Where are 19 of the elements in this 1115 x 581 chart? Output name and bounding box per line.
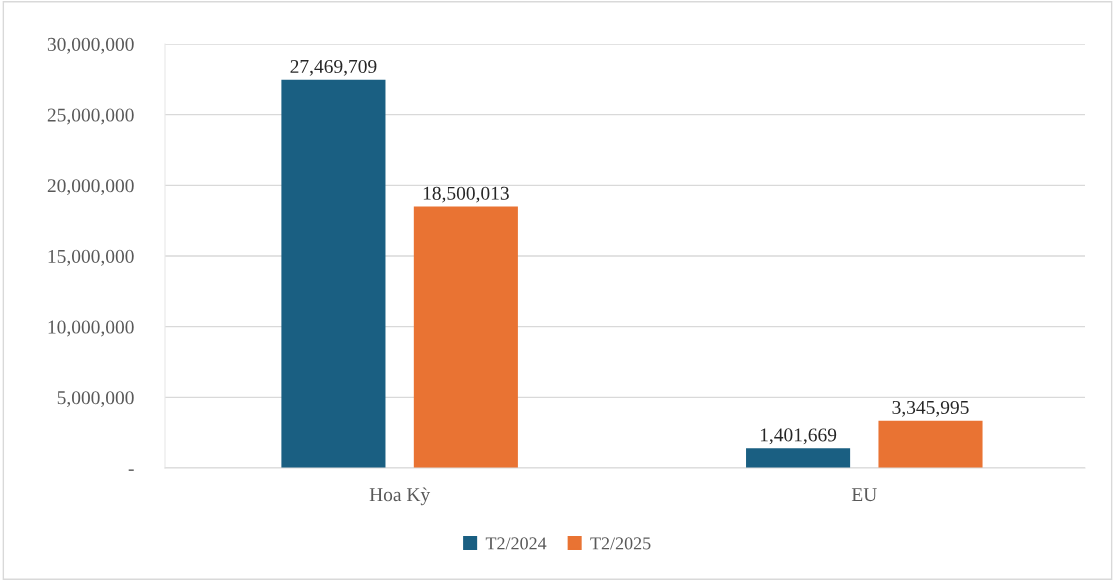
- data-label: 18,500,013: [423, 186, 509, 203]
- y-tick-label: 5,000,000: [57, 391, 134, 408]
- y-tick-label: 30,000,000: [47, 37, 134, 54]
- x-tick-label: EU: [851, 488, 877, 502]
- data-label: 1,401,669: [760, 428, 837, 445]
- y-tick-label: 25,000,000: [47, 108, 134, 125]
- y-tick-label: 10,000,000: [48, 320, 134, 337]
- data-label: 27,469,709: [290, 59, 377, 76]
- bar: [281, 79, 386, 468]
- data-label: 3,345,995: [892, 400, 969, 417]
- x-tick-label: Hoa Kỳ: [369, 487, 431, 506]
- y-tick-label: 15,000,000: [48, 249, 134, 266]
- y-tick-label: -: [128, 469, 134, 471]
- legend-label: T2/2025: [590, 537, 651, 550]
- bar: [878, 420, 983, 468]
- legend-label: T2/2024: [485, 537, 547, 550]
- bar: [413, 206, 518, 468]
- y-tick-label: 20,000,000: [47, 179, 134, 196]
- bar: [746, 448, 851, 468]
